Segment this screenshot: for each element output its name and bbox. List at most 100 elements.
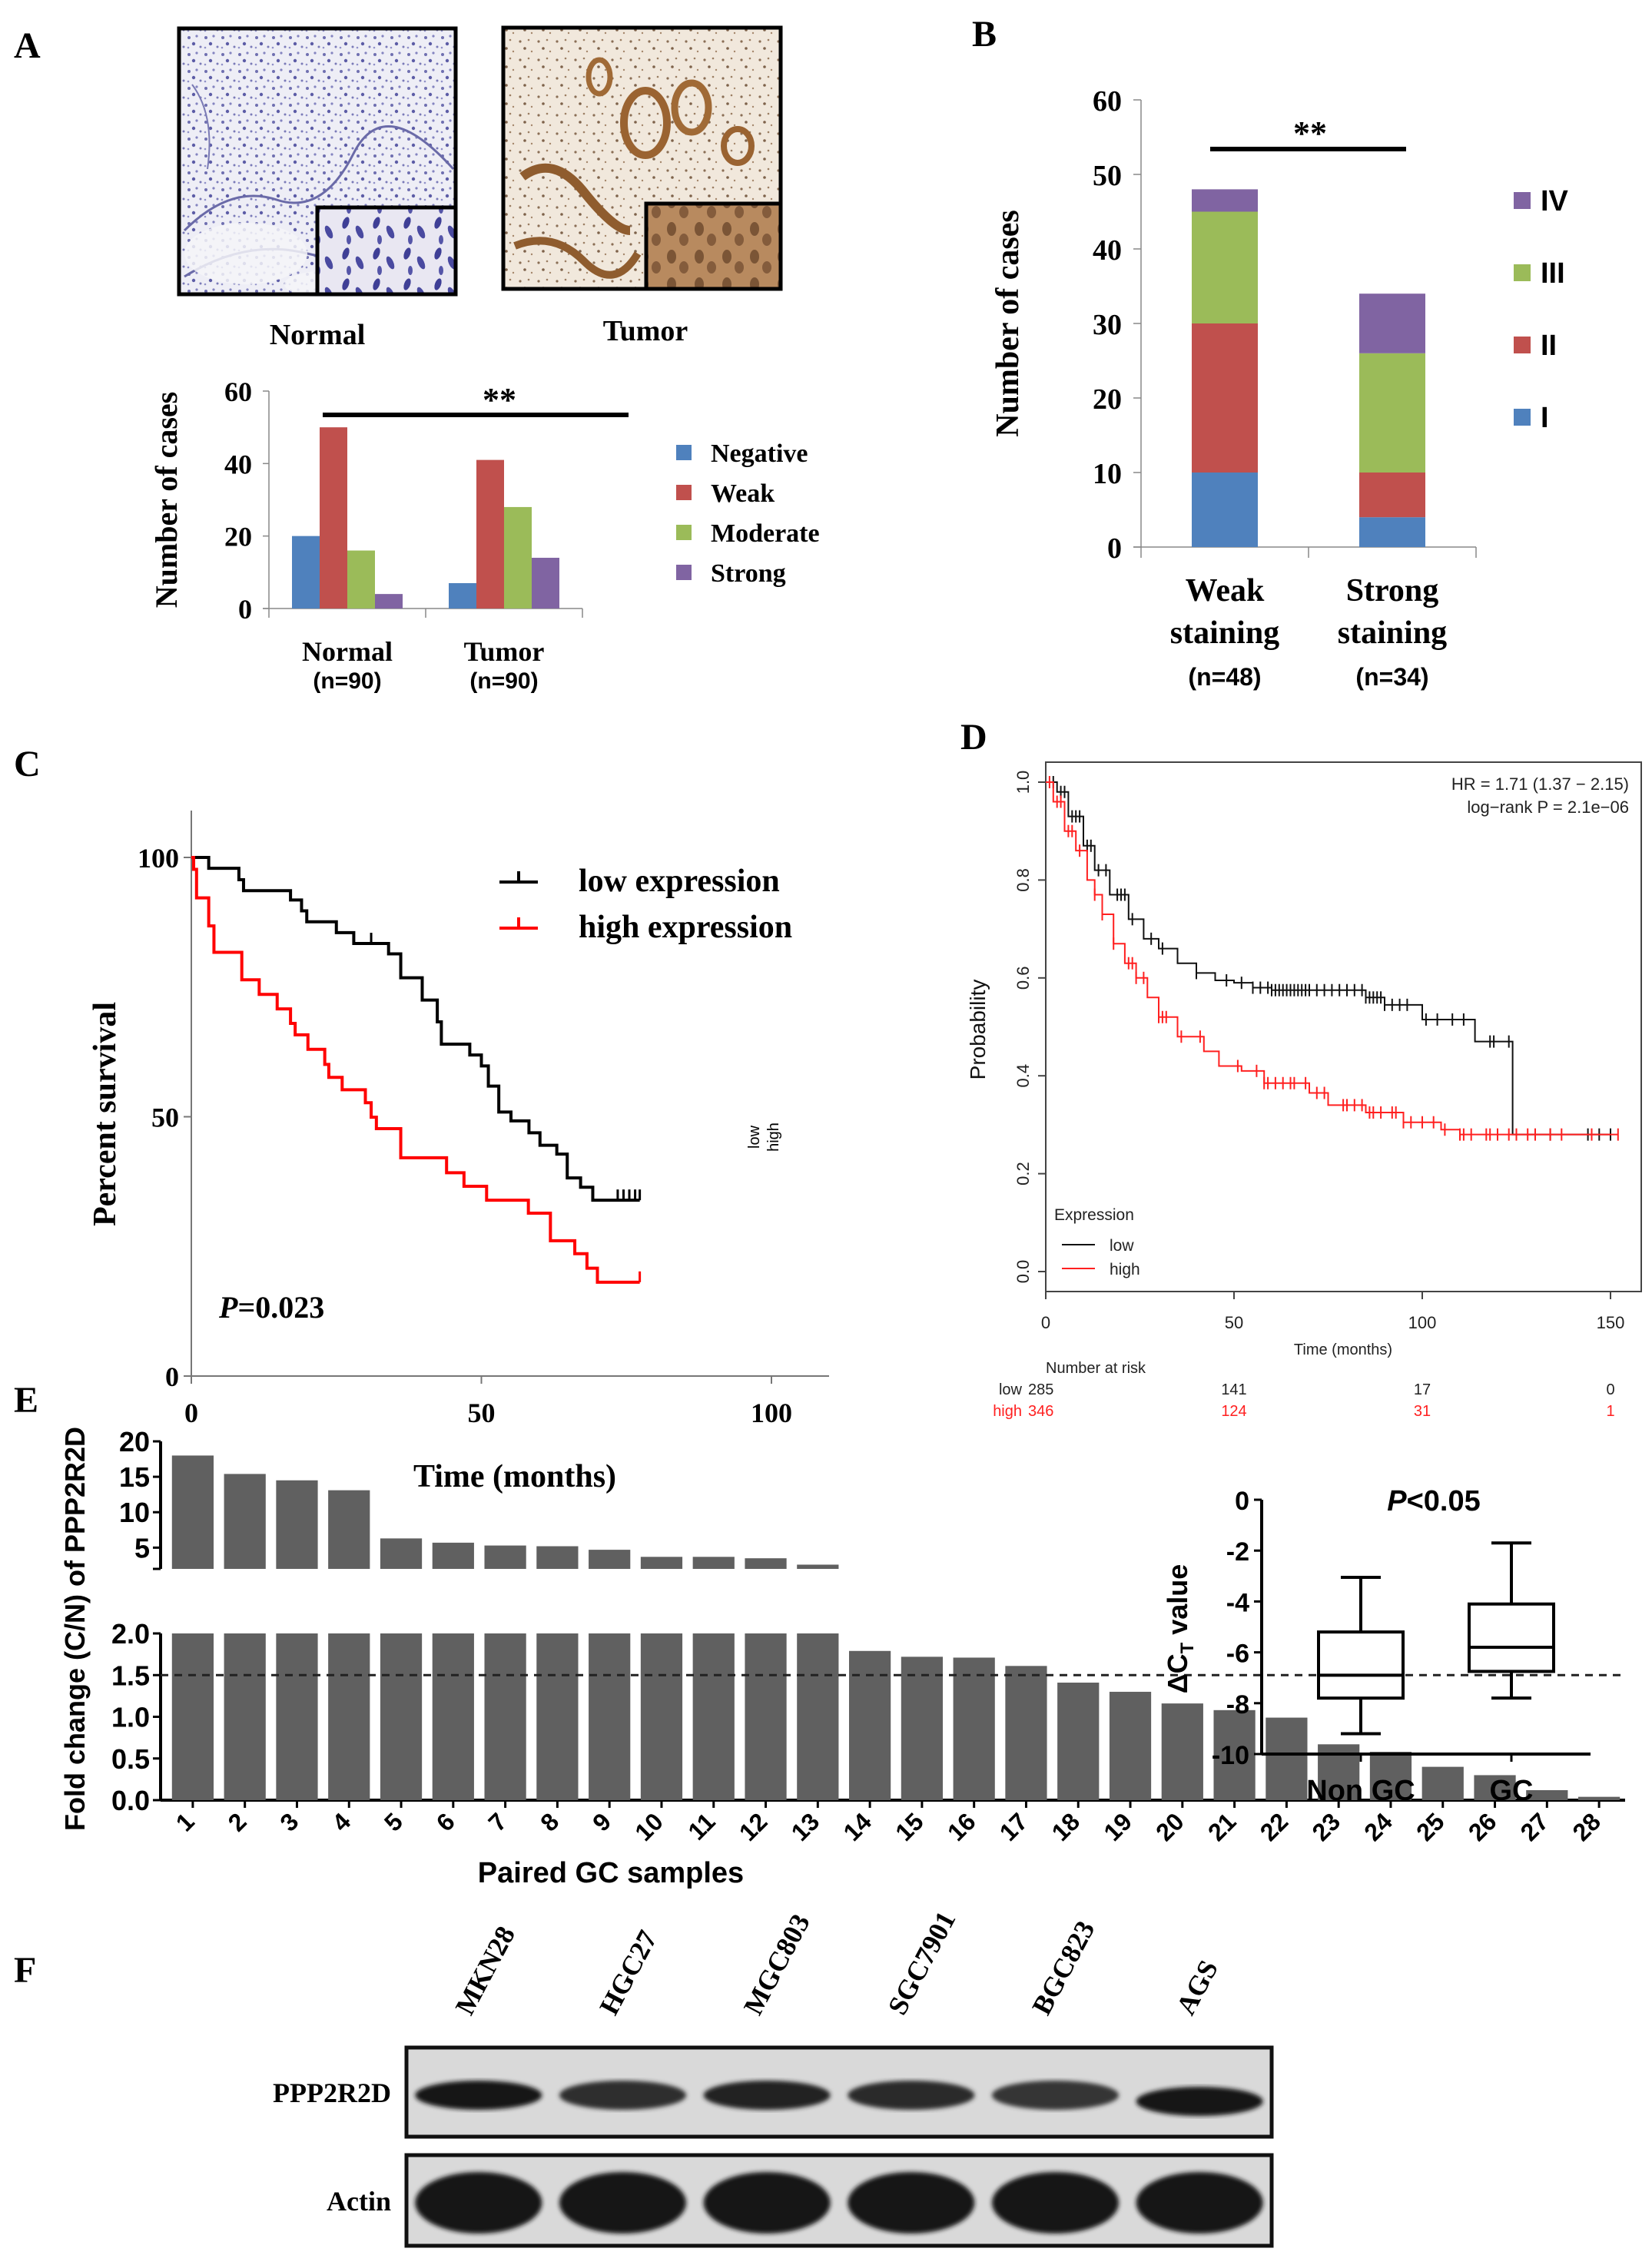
- y-tick-label-upper: 10: [119, 1497, 150, 1528]
- bar-sample-upper-1: [171, 1455, 214, 1569]
- ihc-image-normal: [177, 26, 458, 298]
- y-tick-label: 60: [1093, 85, 1122, 118]
- legend-swatch-weak: [676, 485, 692, 500]
- y-tick-label: 0.4: [1013, 1064, 1033, 1088]
- bar-sample-upper-6: [432, 1542, 474, 1569]
- x-tick-label: 6: [431, 1807, 460, 1836]
- y-tick-label: 20: [1093, 383, 1122, 416]
- bar-sample-19: [1109, 1691, 1152, 1800]
- bar-moderate-normal: [347, 550, 375, 609]
- y-tick-label-upper: 5: [134, 1532, 150, 1564]
- x-tick-sublabel: (n=90): [313, 668, 381, 694]
- x-tick-label: 17: [994, 1807, 1033, 1846]
- legend-swatch-moderate: [676, 525, 692, 540]
- panel-d: D 0.0 0.2 0.4 0.6 0.8 1.0 0 50 100 150 Time (month…: [960, 717, 1642, 1420]
- bar-sample-25: [1421, 1766, 1464, 1800]
- blot-band-actin-ags: [1136, 2172, 1263, 2233]
- x-tick-label: 2: [223, 1807, 252, 1836]
- bar-sample-3: [276, 1633, 318, 1800]
- x-tick-label: 8: [535, 1807, 564, 1836]
- western-blot: MKN28 HGC27 MGC803 SGC7901 BGC823 AGS PPP2R2D A…: [273, 1906, 1274, 2248]
- bar-weak-tumor: [476, 459, 504, 609]
- blot-membrane-actin: [404, 2153, 1274, 2248]
- blot-band-ppp2r2d-ags: [1136, 2087, 1263, 2116]
- risk-value-low: 17: [1414, 1381, 1431, 1398]
- bar-sample-13: [797, 1633, 839, 1800]
- bar-sample-7: [484, 1633, 526, 1800]
- bar-sample-upper-10: [640, 1557, 683, 1569]
- legend-title: Expression: [1054, 1206, 1134, 1224]
- risk-row-label-high: high: [993, 1403, 1022, 1420]
- bar-moderate-tumor: [504, 506, 532, 609]
- x-tick-label: Normal: [302, 636, 393, 667]
- plot-frame: [1045, 761, 1642, 1292]
- bar-sample-upper-11: [692, 1557, 735, 1569]
- risk-value-high: 1: [1606, 1403, 1614, 1420]
- blot-band-ppp2r2d-mkn28: [415, 2081, 542, 2110]
- x-tick-label: Tumor: [464, 636, 545, 667]
- risk-row-label-low: low: [999, 1381, 1023, 1398]
- y-tick-label: 50: [1093, 160, 1122, 192]
- legend-label-stage-ii: II: [1541, 330, 1557, 362]
- chart-e-delta-ct-boxplot: 0 -2 -4 -6 -8 -10 Non GC GC P<0.05 ΔCT value: [1162, 1485, 1591, 1807]
- blot-band-actin-bgc823: [991, 2172, 1120, 2233]
- x-axis-title: Time (months): [413, 1459, 616, 1494]
- y-tick-label: 20: [224, 522, 252, 552]
- hazard-ratio-annotation: HR = 1.71 (1.37 − 2.15): [1451, 774, 1629, 794]
- bar-sample-1: [171, 1633, 214, 1800]
- ihc-label-normal: Normal: [270, 319, 366, 351]
- legend-swatch-negative: [676, 445, 692, 460]
- y-tick-label: 0: [165, 1361, 179, 1392]
- x-tick-label: 4: [327, 1807, 356, 1836]
- legend-swatch-stage-ii: [1514, 337, 1531, 353]
- x-tick-label: 28: [1567, 1807, 1606, 1846]
- bar-segment-stage-ii: [1359, 473, 1425, 518]
- bar-sample-4: [328, 1633, 370, 1800]
- risk-value-high: 124: [1221, 1403, 1246, 1420]
- bar-negative-tumor: [449, 582, 476, 609]
- x-tick-label: 14: [838, 1807, 877, 1846]
- blot-band-actin-mgc803: [703, 2172, 831, 2233]
- blot-band-actin-mkn28: [415, 2172, 542, 2233]
- panel-label-e: E: [14, 1380, 38, 1421]
- km-curve-high: [1046, 781, 1618, 1136]
- y-tick-label-lower: 0.5: [111, 1743, 150, 1775]
- ihc-image-tumor: [501, 25, 783, 291]
- y-tick-label: 0: [1107, 532, 1122, 565]
- x-tick-label: Non GC: [1306, 1775, 1415, 1807]
- x-tick-label: 25: [1411, 1807, 1450, 1846]
- x-tick-sublabel: (n=48): [1188, 663, 1261, 691]
- x-tick-label: 50: [1225, 1313, 1243, 1332]
- y-tick-label: 10: [1093, 458, 1122, 490]
- y-axis-title: Number of cases: [149, 392, 184, 608]
- y-tick-label: 60: [224, 376, 252, 407]
- panel-label-c: C: [14, 744, 41, 784]
- x-tick-label: 18: [1047, 1807, 1086, 1846]
- x-axis-title: Time (months): [1294, 1341, 1392, 1358]
- legend-label-stage-i: I: [1541, 402, 1549, 434]
- y-tick-label-upper: 15: [119, 1461, 150, 1493]
- x-tick-label: 20: [1150, 1807, 1189, 1846]
- chart-c-kaplan-meier: 0 50 100 0 50 100 Time (months) Percent surviva…: [88, 811, 829, 1494]
- y-axis-title: ΔCT value: [1162, 1564, 1198, 1694]
- bar-segment-stage-iii: [1192, 211, 1258, 323]
- y-tick-label: 0: [1235, 1487, 1249, 1516]
- panel-a: A Normal Tumor 0204060Normal(n=90)Tumor(…: [14, 25, 820, 694]
- bar-segment-stage-iv: [1359, 293, 1425, 353]
- legend-label-stage-iv: IV: [1541, 185, 1569, 217]
- bar-sample-upper-12: [745, 1558, 787, 1569]
- x-tick-label: 26: [1463, 1807, 1502, 1846]
- panel-f: F MKN28 HGC27 MGC803 SGC7901 BGC823 AGS PPP2R2…: [14, 1906, 1274, 2248]
- y-axis-title: Percent survival: [88, 1002, 123, 1226]
- x-tick-label: 0: [184, 1398, 198, 1428]
- bar-sample-10: [640, 1633, 683, 1800]
- y-tick-label: -10: [1212, 1741, 1249, 1770]
- x-tick-sublabel: (n=90): [469, 668, 538, 694]
- y-tick-label-lower: 1.0: [111, 1702, 150, 1733]
- x-tick-label: 13: [786, 1807, 825, 1846]
- x-tick-label: 100: [1408, 1313, 1437, 1332]
- bar-sample-upper-7: [484, 1545, 526, 1569]
- x-tick-label: 27: [1515, 1807, 1554, 1846]
